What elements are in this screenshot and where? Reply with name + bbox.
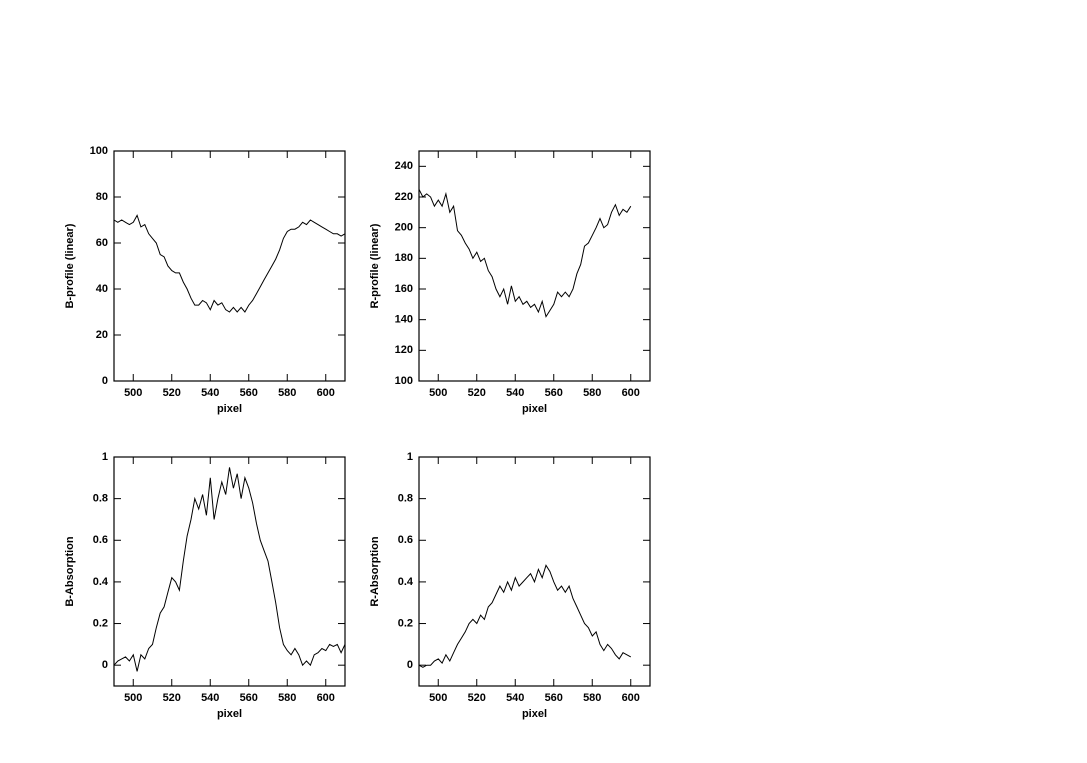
plot-frame (418, 456, 651, 687)
y-tick-label: 180 (395, 252, 413, 264)
x-tick-label: 520 (468, 387, 486, 399)
y-tick-label: 1 (102, 451, 108, 463)
x-tick-label: 600 (317, 387, 335, 399)
x-tick-label: 520 (163, 692, 181, 704)
x-tick-label: 500 (429, 692, 447, 704)
y-tick-label: 0.2 (398, 617, 413, 629)
y-tick-label: 0.8 (93, 493, 108, 505)
y-tick-label: 160 (395, 283, 413, 295)
x-tick-label: 580 (583, 387, 601, 399)
x-axis-label: pixel (217, 403, 242, 415)
y-tick-label: 0.6 (398, 534, 413, 546)
y-tick-label: 80 (96, 191, 108, 203)
y-tick-label: 0.4 (93, 576, 109, 588)
y-tick-label: 20 (96, 329, 108, 341)
x-tick-label: 540 (201, 692, 219, 704)
data-line (418, 564, 632, 668)
x-tick-label: 580 (278, 692, 296, 704)
y-tick-label: 1 (407, 451, 413, 463)
x-tick-label: 560 (545, 692, 563, 704)
y-tick-label: 60 (96, 237, 108, 249)
y-tick-label: 0.4 (398, 576, 414, 588)
y-axis-label: R-Absorption (369, 536, 381, 607)
plot-frame (418, 150, 651, 382)
y-tick-label: 120 (395, 344, 413, 356)
x-axis-label: pixel (217, 708, 242, 720)
x-tick-label: 540 (506, 387, 524, 399)
y-tick-label: 200 (395, 222, 413, 234)
plot-frame (113, 150, 346, 382)
y-tick-label: 0 (102, 659, 108, 671)
data-line (113, 467, 346, 672)
data-line (113, 214, 346, 313)
x-tick-label: 600 (622, 692, 640, 704)
y-tick-label: 220 (395, 191, 413, 203)
plot-frame (113, 456, 346, 687)
x-tick-label: 560 (240, 387, 258, 399)
y-tick-label: 0.6 (93, 534, 108, 546)
x-tick-label: 540 (201, 387, 219, 399)
y-axis-label: B-profile (linear) (64, 223, 76, 308)
x-tick-label: 500 (124, 387, 142, 399)
x-tick-label: 580 (583, 692, 601, 704)
y-axis-label: R-profile (linear) (369, 223, 381, 308)
y-tick-label: 140 (395, 314, 413, 326)
x-axis-label: pixel (522, 708, 547, 720)
y-tick-label: 100 (90, 145, 108, 157)
x-tick-label: 560 (545, 387, 563, 399)
x-tick-label: 500 (429, 387, 447, 399)
y-axis-label: B-Absorption (64, 536, 76, 607)
x-axis-label: pixel (522, 403, 547, 415)
y-tick-label: 0 (102, 375, 108, 387)
y-tick-label: 40 (96, 283, 108, 295)
y-tick-label: 0.8 (398, 493, 413, 505)
x-tick-label: 540 (506, 692, 524, 704)
y-tick-label: 0 (407, 659, 413, 671)
x-tick-label: 520 (163, 387, 181, 399)
y-tick-label: 100 (395, 375, 413, 387)
x-tick-label: 560 (240, 692, 258, 704)
y-tick-label: 240 (395, 160, 413, 172)
x-tick-label: 580 (278, 387, 296, 399)
x-tick-label: 500 (124, 692, 142, 704)
x-tick-label: 600 (317, 692, 335, 704)
y-tick-label: 0.2 (93, 617, 108, 629)
data-line (418, 189, 632, 318)
x-tick-label: 600 (622, 387, 640, 399)
x-tick-label: 520 (468, 692, 486, 704)
